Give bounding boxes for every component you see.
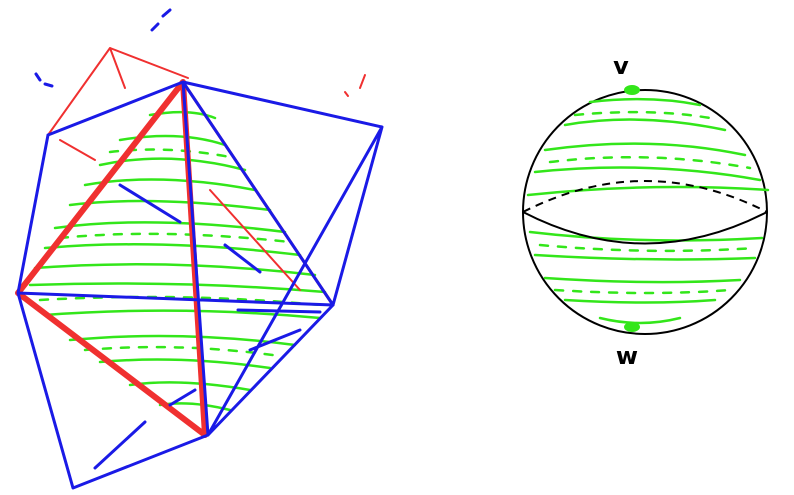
blue-ticks [34, 8, 172, 88]
sphere-hatching [526, 97, 770, 325]
point-w [624, 322, 640, 332]
hatching [28, 110, 327, 412]
label-v: v [613, 52, 629, 80]
blue-edges [16, 80, 384, 490]
point-v [624, 85, 640, 95]
equator-front [522, 211, 768, 245]
hatching-dashed [38, 148, 322, 358]
label-w: w [616, 342, 638, 370]
red-thin [47, 47, 366, 291]
sphere [522, 89, 768, 335]
sphere-hatching-dashed [538, 110, 757, 295]
equator-back [522, 180, 768, 213]
